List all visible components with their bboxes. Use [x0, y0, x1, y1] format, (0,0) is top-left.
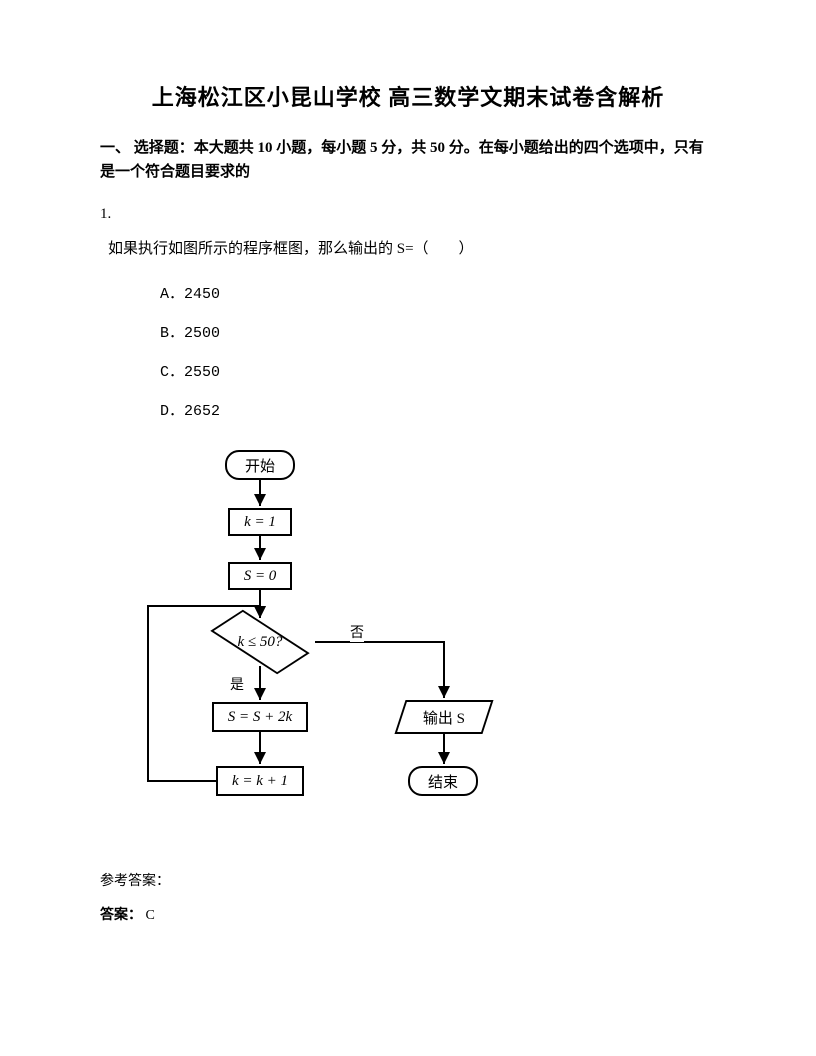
- fc-s2k-label: S = S + 2k: [228, 709, 292, 726]
- fc-output: 输出 S: [394, 700, 493, 734]
- answer-prefix: 答案：: [100, 908, 142, 923]
- fc-start-label: 开始: [245, 455, 275, 476]
- fc-k1-label: k = 1: [244, 514, 276, 531]
- option-c: C．2550: [160, 360, 716, 381]
- page-title: 上海松江区小昆山学校 高三数学文期末试卷含解析: [100, 80, 716, 112]
- fc-end: 结束: [408, 766, 478, 796]
- answer-line: 答案： C: [100, 904, 716, 924]
- fc-cond-label: k ≤ 50?: [205, 618, 315, 666]
- fc-s0: S = 0: [228, 562, 292, 590]
- answer-value: C: [146, 908, 155, 923]
- flowchart: 开始 k = 1 S = 0 k ≤ 50? 否 是 S = S + 2k k …: [120, 450, 540, 850]
- fc-kinc-label: k = k + 1: [232, 773, 288, 790]
- fc-s0-label: S = 0: [244, 568, 277, 585]
- fc-end-label: 结束: [428, 771, 458, 792]
- fc-output-label: 输出 S: [423, 707, 465, 728]
- fc-k1: k = 1: [228, 508, 292, 536]
- fc-s2k: S = S + 2k: [212, 702, 308, 732]
- option-d: D．2652: [160, 399, 716, 420]
- fc-kinc: k = k + 1: [216, 766, 304, 796]
- option-b: B．2500: [160, 321, 716, 342]
- edge-no-label: 否: [350, 622, 364, 642]
- options-list: A．2450 B．2500 C．2550 D．2652: [160, 282, 716, 420]
- question-number: 1.: [100, 206, 716, 223]
- edge-yes-label: 是: [230, 674, 244, 694]
- answer-heading: 参考答案：: [100, 870, 716, 890]
- flowchart-edges: [120, 450, 540, 850]
- question-text: 如果执行如图所示的程序框图，那么输出的 S=（ ）: [108, 237, 716, 258]
- option-a: A．2450: [160, 282, 716, 303]
- section-intro: 一、 选择题：本大题共 10 小题，每小题 5 分，共 50 分。在每小题给出的…: [100, 136, 716, 184]
- fc-start: 开始: [225, 450, 295, 480]
- fc-cond: k ≤ 50?: [205, 618, 315, 666]
